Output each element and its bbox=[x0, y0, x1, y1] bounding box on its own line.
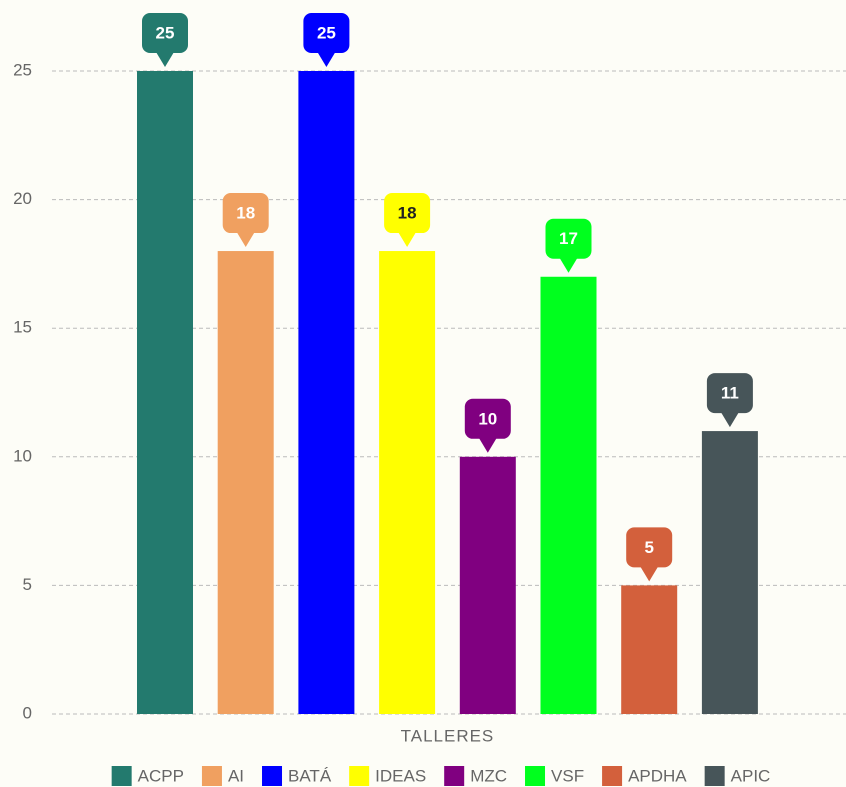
label-box bbox=[626, 527, 673, 568]
legend-item: VSF bbox=[525, 766, 584, 786]
bar bbox=[621, 585, 678, 714]
label-box bbox=[303, 13, 350, 53]
bar bbox=[701, 431, 758, 714]
y-tick-label: 25 bbox=[13, 60, 32, 79]
data-label: 5 bbox=[644, 538, 653, 557]
label-pointer bbox=[640, 566, 659, 582]
label-box bbox=[545, 218, 592, 259]
label-box bbox=[142, 13, 188, 53]
label-box bbox=[222, 193, 269, 234]
legend-swatch bbox=[602, 766, 623, 786]
label-pointer bbox=[720, 412, 739, 428]
data-label: 25 bbox=[317, 23, 336, 42]
bar bbox=[298, 71, 355, 714]
data-label: 18 bbox=[398, 204, 417, 223]
legend-label: VSF bbox=[551, 766, 584, 785]
legend-swatch bbox=[349, 766, 370, 786]
legend-swatch bbox=[262, 766, 283, 786]
legend-item: ACPP bbox=[111, 766, 184, 786]
label-box bbox=[464, 398, 511, 439]
y-tick-label: 10 bbox=[13, 446, 32, 465]
legend-item: BATÁ bbox=[262, 766, 332, 786]
legend-swatch bbox=[704, 766, 725, 786]
data-label: 17 bbox=[559, 229, 578, 248]
legend-label: APDHA bbox=[628, 766, 687, 785]
legend-label: ACPP bbox=[138, 766, 184, 785]
bar bbox=[137, 71, 193, 714]
legend-item: MZC bbox=[444, 766, 507, 786]
data-label: 18 bbox=[236, 204, 255, 223]
bar bbox=[459, 456, 516, 714]
bar bbox=[540, 276, 597, 714]
bar bbox=[379, 251, 436, 715]
data-label: 25 bbox=[156, 23, 175, 42]
legend-label: APIC bbox=[731, 766, 771, 785]
y-tick-label: 15 bbox=[13, 318, 32, 337]
legend-swatch bbox=[444, 766, 465, 786]
legend-swatch bbox=[525, 766, 546, 786]
label-pointer bbox=[478, 437, 497, 453]
legend-item: APDHA bbox=[602, 766, 687, 786]
legend-label: AI bbox=[228, 766, 244, 785]
legend-label: MZC bbox=[470, 766, 507, 785]
label-pointer bbox=[236, 232, 255, 248]
legend-item: IDEAS bbox=[349, 766, 426, 786]
legend-item: AI bbox=[201, 766, 244, 786]
label-pointer bbox=[156, 52, 174, 67]
bar bbox=[217, 251, 274, 715]
y-tick-label: 5 bbox=[23, 575, 32, 594]
label-box bbox=[384, 193, 431, 234]
y-tick-label: 20 bbox=[13, 189, 32, 208]
label-pointer bbox=[559, 257, 578, 273]
data-label: 11 bbox=[721, 384, 739, 403]
legend-label: IDEAS bbox=[375, 766, 426, 785]
legend-swatch bbox=[201, 766, 222, 786]
legend-item: APIC bbox=[704, 766, 771, 786]
label-pointer bbox=[317, 52, 336, 67]
legend-label: BATÁ bbox=[288, 766, 332, 785]
y-tick-label: 0 bbox=[23, 703, 32, 722]
legend-swatch bbox=[111, 766, 132, 786]
x-tick-label: TALLERES bbox=[401, 726, 495, 745]
data-label: 10 bbox=[478, 409, 497, 428]
label-box bbox=[706, 373, 753, 414]
label-pointer bbox=[398, 232, 417, 248]
